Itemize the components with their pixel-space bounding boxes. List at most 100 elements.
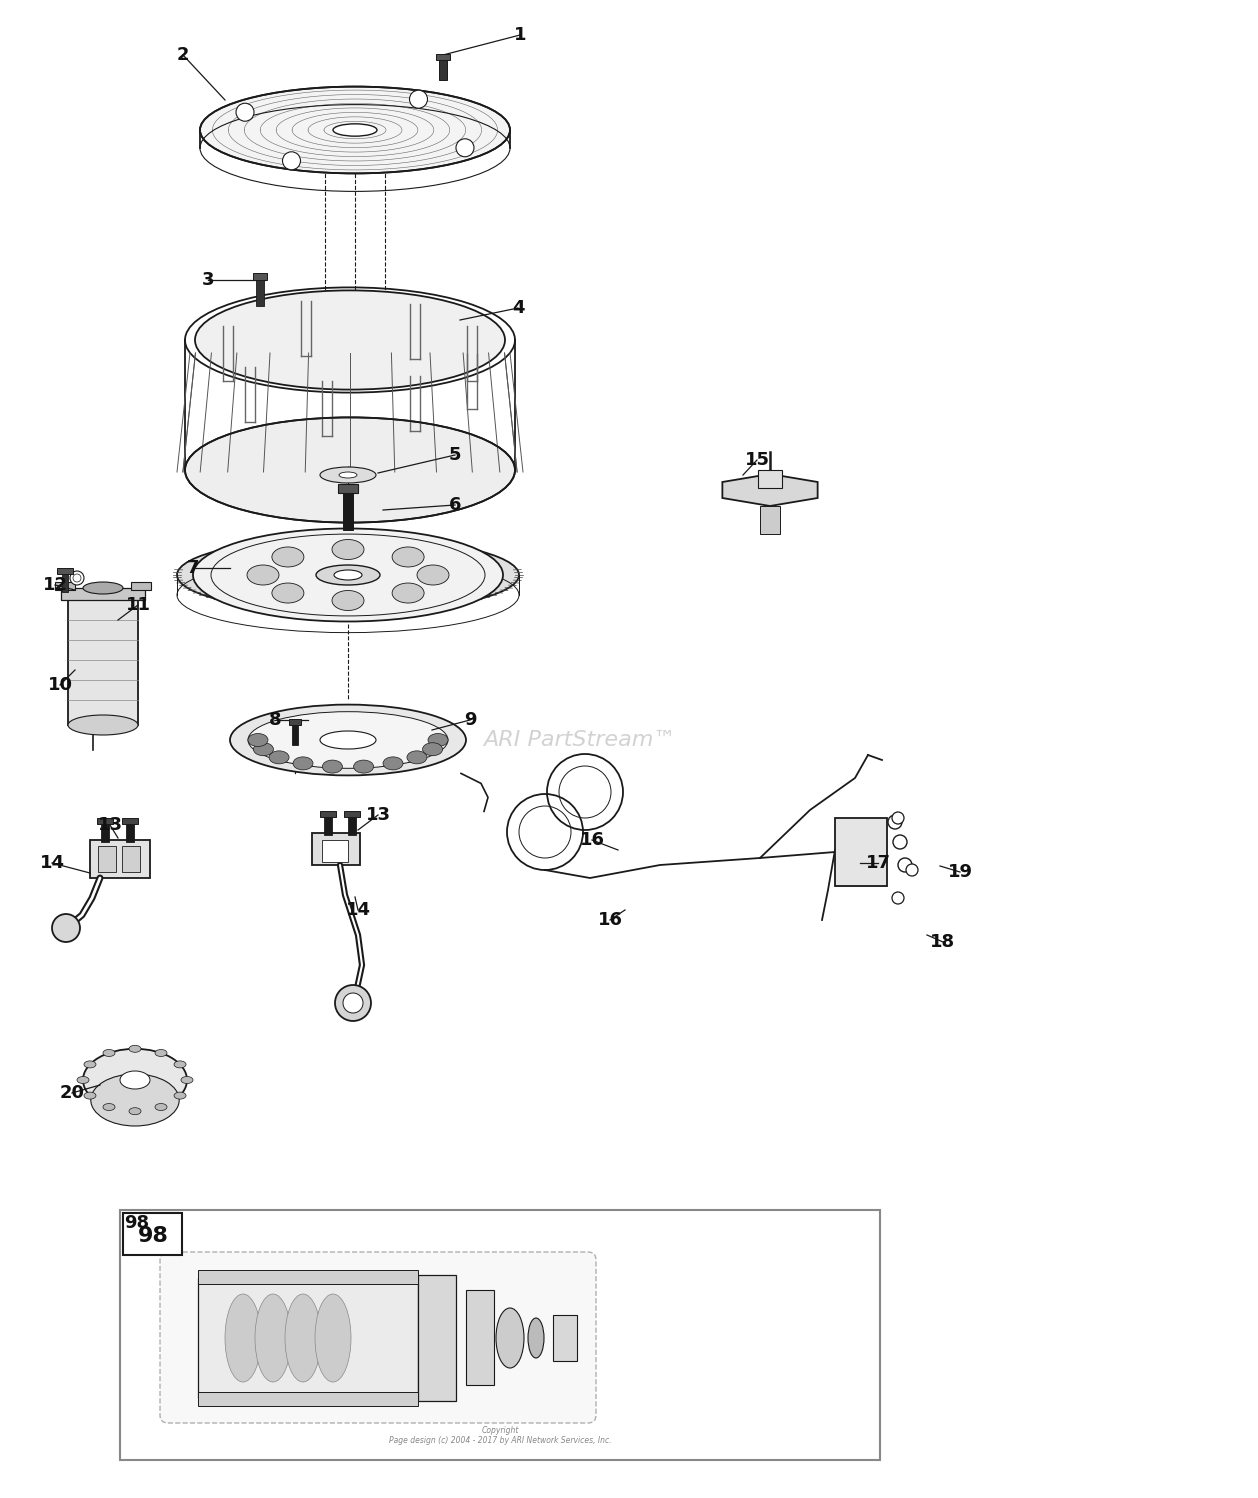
Bar	[198, 1278, 418, 1398]
Ellipse shape	[316, 565, 380, 586]
Circle shape	[237, 103, 254, 121]
Text: 17: 17	[866, 854, 891, 872]
Bar	[322, 840, 348, 861]
Ellipse shape	[255, 1294, 291, 1383]
Ellipse shape	[83, 1049, 187, 1112]
Text: 19: 19	[947, 863, 972, 881]
Bar	[55, 583, 75, 590]
Text: 16: 16	[580, 831, 605, 849]
Ellipse shape	[314, 1294, 351, 1383]
Bar	[292, 724, 298, 745]
Bar	[835, 818, 887, 885]
Bar	[91, 840, 150, 878]
Ellipse shape	[272, 583, 304, 604]
Bar	[126, 822, 135, 842]
Text: 2: 2	[177, 46, 189, 64]
Ellipse shape	[230, 704, 465, 776]
Ellipse shape	[77, 1077, 89, 1083]
Ellipse shape	[528, 1318, 543, 1359]
Text: 1: 1	[513, 25, 526, 43]
Circle shape	[892, 891, 905, 903]
Ellipse shape	[91, 1074, 179, 1126]
Bar	[348, 815, 356, 834]
Ellipse shape	[428, 734, 448, 746]
Ellipse shape	[177, 538, 520, 613]
Bar	[60, 589, 145, 601]
Text: 11: 11	[126, 596, 151, 614]
FancyBboxPatch shape	[160, 1252, 596, 1423]
Text: 98: 98	[137, 1225, 169, 1246]
Ellipse shape	[496, 1308, 525, 1368]
Text: 18: 18	[931, 933, 956, 951]
Bar	[465, 1290, 494, 1386]
Bar	[57, 568, 73, 574]
Circle shape	[73, 574, 81, 583]
Ellipse shape	[248, 734, 268, 746]
Text: 16: 16	[598, 911, 623, 929]
Ellipse shape	[286, 1294, 321, 1383]
Ellipse shape	[332, 590, 364, 611]
Ellipse shape	[332, 539, 364, 559]
Ellipse shape	[293, 756, 313, 770]
Text: 4: 4	[512, 300, 525, 318]
Bar	[253, 273, 267, 280]
Bar	[343, 490, 353, 530]
Circle shape	[898, 858, 912, 872]
Ellipse shape	[416, 565, 449, 586]
Circle shape	[70, 571, 84, 586]
Ellipse shape	[253, 743, 273, 755]
Text: 10: 10	[48, 676, 73, 694]
Ellipse shape	[120, 1071, 150, 1089]
Ellipse shape	[68, 715, 138, 736]
Ellipse shape	[392, 583, 424, 604]
Bar	[122, 846, 140, 872]
Text: ARI PartStream™: ARI PartStream™	[483, 730, 677, 750]
Bar	[760, 506, 780, 533]
Bar	[320, 810, 336, 816]
Bar	[338, 484, 359, 493]
Ellipse shape	[185, 418, 515, 523]
Bar	[98, 846, 116, 872]
Text: 6: 6	[449, 496, 462, 514]
Bar	[101, 822, 109, 842]
Text: 13: 13	[98, 816, 122, 834]
Bar	[131, 583, 151, 590]
Ellipse shape	[83, 583, 123, 595]
Ellipse shape	[225, 1294, 260, 1383]
Ellipse shape	[338, 472, 357, 478]
Ellipse shape	[392, 547, 424, 566]
Bar	[343, 810, 360, 816]
Text: Copyright
Page design (c) 2004 - 2017 by ARI Network Services, Inc.: Copyright Page design (c) 2004 - 2017 by…	[389, 1426, 611, 1446]
Text: 15: 15	[745, 451, 770, 469]
Bar	[198, 1392, 418, 1407]
Text: 8: 8	[269, 712, 282, 730]
Ellipse shape	[200, 87, 509, 174]
Bar	[312, 833, 360, 864]
Circle shape	[343, 993, 364, 1013]
Ellipse shape	[353, 759, 374, 773]
Circle shape	[906, 864, 918, 876]
Text: 14: 14	[39, 854, 64, 872]
Bar	[198, 1270, 418, 1284]
Ellipse shape	[103, 1104, 114, 1110]
Ellipse shape	[192, 529, 503, 622]
Text: 7: 7	[186, 559, 199, 577]
Circle shape	[52, 914, 81, 942]
Ellipse shape	[130, 1107, 141, 1115]
Ellipse shape	[247, 565, 279, 586]
Circle shape	[283, 151, 301, 169]
Polygon shape	[722, 473, 818, 506]
Circle shape	[455, 139, 474, 157]
Ellipse shape	[269, 750, 289, 764]
Ellipse shape	[382, 756, 403, 770]
Bar	[97, 818, 113, 824]
Circle shape	[335, 986, 371, 1022]
Bar	[759, 470, 782, 488]
Bar	[437, 54, 450, 60]
Bar	[120, 1210, 881, 1461]
FancyBboxPatch shape	[123, 1213, 182, 1255]
Bar	[325, 815, 332, 834]
Bar	[289, 719, 301, 725]
Circle shape	[893, 834, 907, 849]
Bar	[122, 818, 138, 824]
